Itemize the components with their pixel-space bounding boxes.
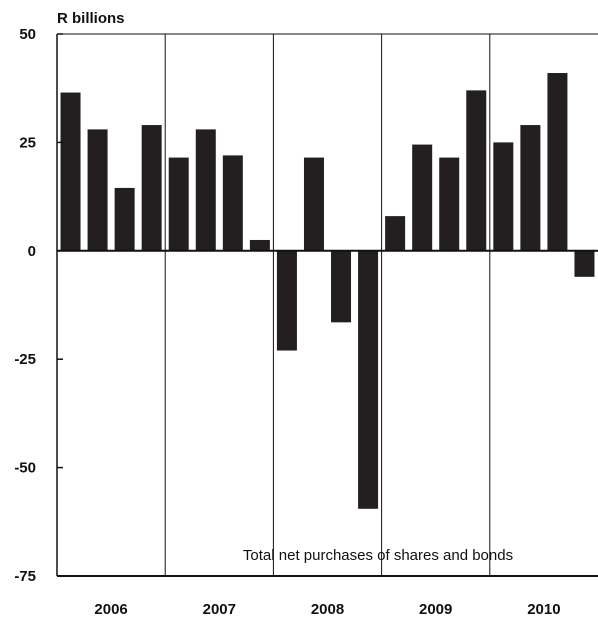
bar (439, 157, 460, 251)
y-tick-label: 25 (19, 134, 36, 151)
bar (195, 129, 216, 251)
year-separator-lines (164, 34, 491, 576)
bar (466, 90, 487, 251)
x-year-label: 2008 (311, 601, 344, 618)
bar (60, 92, 81, 251)
bar (331, 250, 352, 323)
bar (358, 250, 379, 509)
bar (141, 125, 162, 251)
axes-group (56, 33, 598, 577)
y-tick-label: -75 (14, 568, 36, 585)
x-year-label: 2007 (203, 601, 236, 618)
bar (493, 142, 514, 251)
bar (249, 239, 270, 251)
bar (303, 157, 324, 251)
bar (574, 250, 595, 277)
bar (520, 125, 541, 251)
bar (168, 157, 189, 251)
bar (114, 187, 135, 251)
x-year-label: 2006 (94, 601, 127, 618)
bar (87, 129, 108, 251)
bar (547, 73, 568, 251)
bar (222, 155, 243, 251)
x-year-label: 2009 (419, 601, 452, 618)
bar (385, 216, 406, 251)
y-tick-label: 50 (19, 26, 36, 43)
y-tick-label: -50 (14, 460, 36, 477)
x-year-label: 2010 (527, 601, 560, 618)
bars-group (60, 73, 595, 509)
chart-annotation: Total net purchases of shares and bonds (243, 547, 513, 564)
y-tick-labels: 50 25 0 -25 -50 -75 (14, 26, 36, 585)
bar (412, 144, 433, 251)
y-tick-label: -25 (14, 351, 36, 368)
bar (276, 250, 297, 351)
y-tick-label: 0 (28, 243, 36, 260)
x-year-labels: 2006 2007 2008 2009 2010 (94, 601, 560, 618)
y-axis-unit-label: R billions (57, 10, 125, 27)
